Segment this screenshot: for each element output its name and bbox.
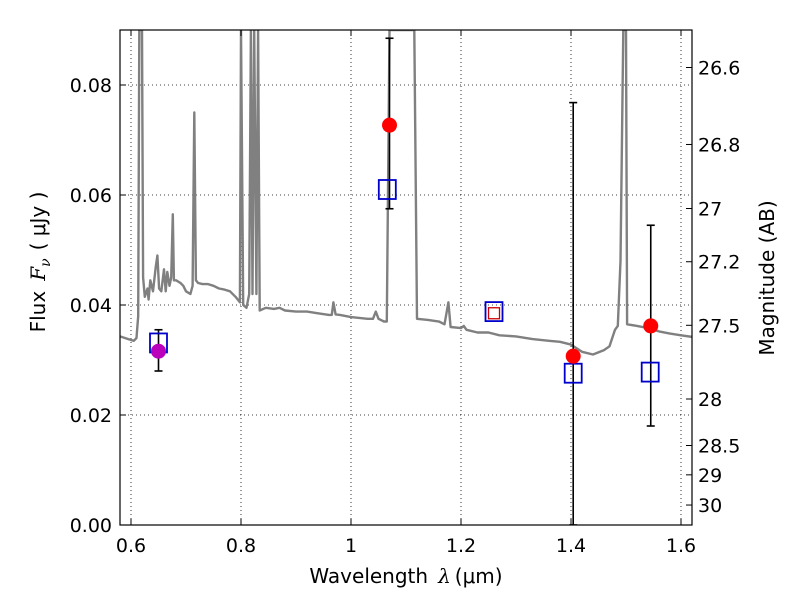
y2-tick-label: 29 bbox=[698, 465, 722, 487]
model-photometry-square bbox=[484, 301, 504, 323]
y2-tick-label: 26.8 bbox=[698, 134, 740, 156]
x-tick-label: 1 bbox=[345, 535, 357, 557]
plot-frame bbox=[119, 29, 693, 526]
model-photometry-square bbox=[377, 179, 397, 200]
x-tick-label: 1.2 bbox=[446, 535, 476, 557]
axis-ticks: 0.6 0.8 1 1.2 1.4 1.6 0.00 0.02 0.04 0.06 0.08 26.6… bbox=[70, 30, 740, 557]
observed-point bbox=[565, 348, 581, 364]
y2-tick-label: 28.5 bbox=[698, 435, 740, 457]
y2-tick-label: 28 bbox=[698, 389, 722, 411]
x-tick-label: 1.4 bbox=[556, 535, 586, 557]
y2-tick-label: 27 bbox=[698, 198, 722, 220]
y-axis-title: FluxFν( μJy ) bbox=[26, 192, 54, 333]
y2-tick-label: 30 bbox=[698, 495, 722, 517]
y2-tick-label: 27.2 bbox=[698, 252, 740, 274]
y2-tick-label: 26.6 bbox=[698, 58, 740, 80]
y2-axis-title: Magnitude (AB) bbox=[755, 200, 779, 355]
model-photometry-square bbox=[563, 362, 583, 384]
observed-point bbox=[382, 117, 397, 133]
y2-tick-label: 27.5 bbox=[698, 315, 740, 337]
y-tick-label: 0.08 bbox=[70, 75, 112, 97]
model-photometry-square bbox=[640, 361, 660, 383]
x-tick-label: 0.6 bbox=[116, 535, 146, 557]
observed-point bbox=[643, 318, 659, 334]
y-tick-label: 0.04 bbox=[70, 295, 112, 317]
y-tick-label: 0.00 bbox=[70, 515, 112, 537]
photometry-points bbox=[149, 37, 660, 525]
observed-point bbox=[151, 343, 166, 359]
grid bbox=[120, 30, 692, 526]
x-tick-label: 0.8 bbox=[226, 535, 256, 557]
x-tick-label: 1.6 bbox=[666, 535, 696, 557]
x-axis-title: Wavelength λ (μm) bbox=[309, 564, 502, 588]
y-tick-label: 0.06 bbox=[70, 185, 112, 207]
y-tick-label: 0.02 bbox=[70, 405, 112, 427]
spectrum-series bbox=[120, 30, 692, 356]
upper-limit-square bbox=[487, 307, 501, 320]
spectrum-line bbox=[120, 30, 692, 356]
